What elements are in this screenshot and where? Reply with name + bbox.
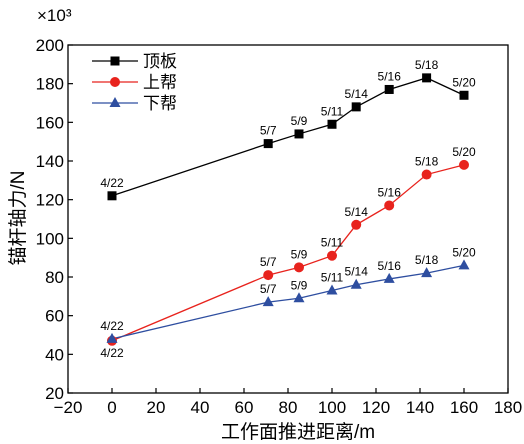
data-point-roof: [459, 90, 469, 100]
data-point-lower: [350, 278, 362, 289]
point-label-roof: 4/22: [100, 176, 124, 190]
point-label-roof: 5/18: [415, 58, 439, 72]
y-tick-label: 200: [36, 36, 64, 55]
point-label-upper: 5/18: [415, 155, 439, 169]
point-label-lower: 5/16: [378, 259, 402, 273]
series-line-upper: [111, 164, 465, 342]
legend-label-upper: 上帮: [143, 73, 177, 92]
point-label-roof: 5/7: [260, 124, 277, 138]
x-tick-label: 60: [235, 398, 254, 417]
axis-ticks: −20 0 20 40 60 80 100 120 140 160 180 20 40 60 80 100 12…: [36, 36, 523, 417]
y-tick-label: 180: [36, 75, 64, 94]
data-point-roof: [263, 139, 273, 149]
data-point-roof: [294, 129, 304, 139]
data-point-lower: [383, 272, 395, 283]
data-point-lower: [106, 332, 118, 343]
point-label-upper: 5/16: [378, 185, 402, 199]
data-point-upper: [294, 262, 304, 273]
point-labels: 4/225/75/95/115/145/165/185/204/225/75/9…: [100, 58, 476, 360]
point-label-roof: 5/14: [345, 87, 369, 101]
data-point-roof: [107, 191, 117, 201]
x-tick-label: 40: [191, 398, 210, 417]
point-label-lower: 5/18: [415, 253, 439, 267]
data-point-upper: [263, 270, 274, 281]
y-tick-label: 100: [36, 229, 64, 248]
x-tick-label: 180: [494, 398, 522, 417]
data-point-lower: [458, 259, 470, 270]
legend-marker-roof: [110, 56, 120, 66]
point-label-lower: 5/20: [452, 245, 476, 259]
point-label-upper: 5/9: [291, 247, 308, 261]
x-tick-label: −20: [54, 398, 83, 417]
y-tick-label: 60: [45, 307, 64, 326]
y-tick-label: 120: [36, 191, 64, 210]
data-point-roof: [384, 84, 394, 94]
point-label-lower: 5/7: [260, 282, 277, 296]
legend-label-lower: 下帮: [143, 94, 177, 113]
point-label-roof: 5/9: [291, 114, 308, 128]
data-point-roof: [327, 119, 337, 129]
series-line-roof: [111, 77, 465, 197]
x-tick-label: 0: [107, 398, 116, 417]
point-label-roof: 5/11: [321, 104, 344, 118]
point-label-lower: 5/14: [345, 265, 369, 279]
y-tick-label: 80: [45, 268, 64, 287]
point-label-upper: 5/7: [260, 255, 277, 269]
data-point-upper: [459, 159, 469, 170]
data-point-lower: [293, 292, 305, 303]
y-tick-label: 40: [45, 345, 64, 364]
point-label-roof: 5/16: [378, 69, 402, 83]
x-tick-label: 160: [450, 398, 478, 417]
data-point-upper: [421, 169, 432, 180]
data-point-lower: [326, 284, 338, 295]
point-label-upper: 4/22: [100, 346, 124, 360]
y-tick-label: 140: [36, 152, 64, 171]
series-lines: [111, 77, 465, 342]
legend-marker-lower: [109, 97, 121, 107]
y-tick-label: 20: [45, 384, 64, 403]
data-point-upper: [351, 219, 362, 230]
x-tick-label: 140: [406, 398, 434, 417]
data-point-upper: [327, 250, 337, 261]
point-label-roof: 5/20: [452, 75, 476, 89]
point-label-lower: 4/22: [100, 319, 124, 333]
data-point-upper: [384, 200, 395, 211]
series-line-lower: [111, 264, 465, 340]
data-point-roof: [422, 73, 432, 83]
legend-marker-upper: [110, 77, 120, 87]
point-label-upper: 5/20: [452, 145, 476, 159]
plot-area-frame: [67, 44, 509, 394]
point-label-upper: 5/11: [321, 236, 344, 250]
data-point-lower: [421, 267, 433, 278]
point-label-upper: 5/14: [345, 205, 369, 219]
x-tick-label: 80: [279, 398, 298, 417]
x-tick-label: 120: [362, 398, 390, 417]
y-tick-label: 160: [36, 113, 64, 132]
legend-label-roof: 顶板: [143, 52, 177, 71]
point-label-lower: 5/9: [291, 278, 308, 292]
data-point-roof: [351, 102, 361, 112]
data-point-lower: [262, 296, 274, 307]
series-markers: [106, 73, 470, 346]
x-tick-label: 100: [318, 398, 346, 417]
point-label-lower: 5/11: [321, 271, 344, 285]
x-axis-title: 工作面推进距离/m: [221, 421, 375, 443]
y-axis-multiplier: ×10³: [37, 6, 72, 25]
x-tick-label: 20: [147, 398, 166, 417]
y-axis-title: 锚杆轴力/N: [7, 170, 29, 265]
